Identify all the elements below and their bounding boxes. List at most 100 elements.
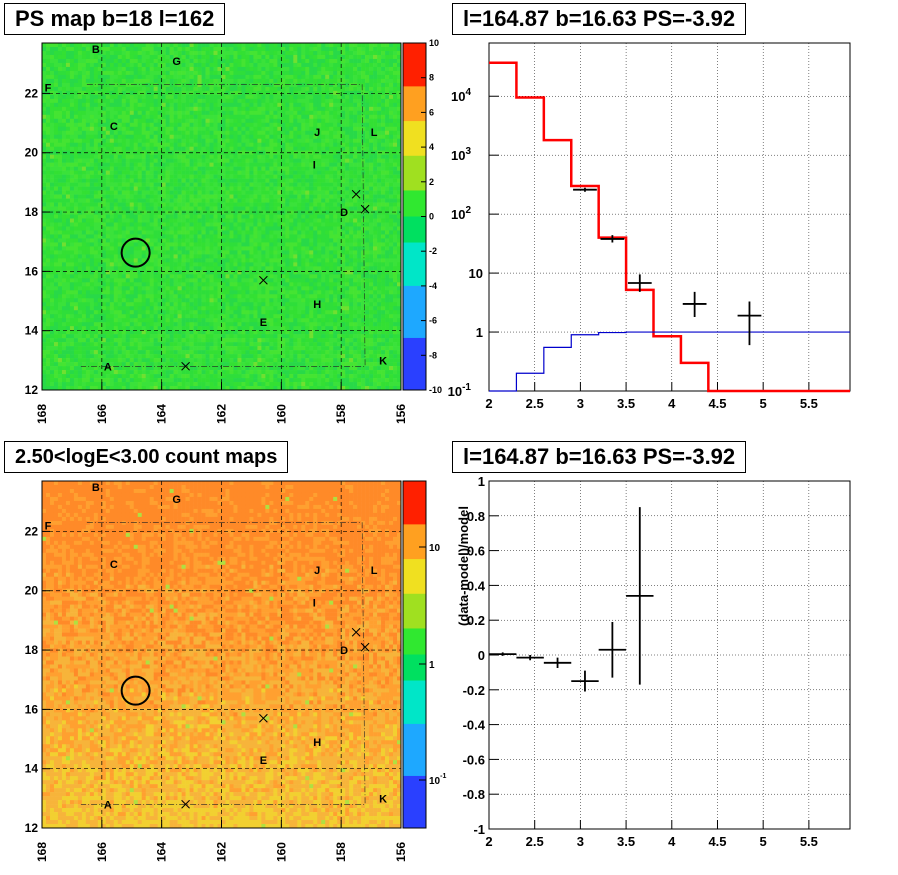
ps-map-cell <box>133 110 139 116</box>
ps-map-cell <box>77 314 83 319</box>
ps-map-cell <box>197 58 202 64</box>
ps-map-cell <box>265 278 270 283</box>
ps-map-cell <box>205 330 210 335</box>
ps-map-cell <box>133 234 139 239</box>
ps-map-cell <box>89 174 95 179</box>
ps-map-cell <box>241 130 246 136</box>
ps-map-cell <box>133 174 139 179</box>
ps-map-cell <box>233 54 238 60</box>
ps-map-cell <box>157 210 162 215</box>
ps-map-cell <box>137 302 143 307</box>
ps-map-cell <box>113 78 119 84</box>
ps-map-cell <box>221 198 226 203</box>
ps-map-cell <box>193 194 198 199</box>
ps-map-cell <box>189 342 194 347</box>
ps-map-cell <box>157 278 162 283</box>
ps-map-cell <box>93 90 99 96</box>
ps-map-cell <box>85 386 91 391</box>
ps-map-cell <box>229 222 234 227</box>
ps-map-cell <box>53 370 59 375</box>
ps-map-cell <box>93 166 99 171</box>
ps-map-cell <box>189 334 194 339</box>
ps-map-cell <box>149 270 154 275</box>
ps-map-cell <box>193 374 198 379</box>
ps-map-cell <box>241 234 246 239</box>
ps-map-cell <box>205 266 210 271</box>
ps-map-cell <box>177 382 182 387</box>
ps-map-cell <box>217 354 222 359</box>
ps-map-cell <box>225 322 230 327</box>
ps-map-cell <box>65 202 71 207</box>
ps-map-cell <box>165 166 170 171</box>
ps-map-cell <box>229 346 234 351</box>
ps-map-cell <box>141 242 147 247</box>
ps-map-cell <box>245 378 250 383</box>
ps-map-cell <box>149 310 154 315</box>
ps-map-cell <box>81 306 87 311</box>
ps-map-cell <box>137 378 143 383</box>
ps-map-cell <box>141 90 147 96</box>
ps-map-cell <box>185 238 190 243</box>
ps-map-cell <box>225 294 230 299</box>
ps-map-cell <box>129 90 135 96</box>
ps-map-cell <box>157 122 162 128</box>
ps-map-cell <box>109 342 115 347</box>
ps-map-cell <box>249 298 254 303</box>
ps-map-cell <box>61 230 67 235</box>
ps-map-cell <box>113 358 119 363</box>
ps-map-cell <box>173 134 178 140</box>
ps-map-cell <box>42 346 47 351</box>
ps-map-cell <box>161 386 166 391</box>
ps-map-cell <box>109 66 115 72</box>
ps-map-cell <box>177 282 182 287</box>
ps-map-cell <box>201 290 206 295</box>
ps-map-cell <box>113 226 119 231</box>
ps-map-cell <box>109 278 115 283</box>
ps-map-cell <box>57 306 63 311</box>
ps-map-cell <box>249 114 254 120</box>
ps-map-cell <box>65 78 71 84</box>
ps-map-cell <box>265 226 270 231</box>
ps-map-cell <box>53 330 59 335</box>
ps-map-cell <box>185 86 190 92</box>
ps-map-cell <box>177 262 182 267</box>
ps-map-cell <box>221 158 226 163</box>
ps-map-cell <box>117 210 123 215</box>
ps-map-cell <box>53 230 59 235</box>
ps-map-cell <box>77 78 83 84</box>
ps-map-cell <box>81 286 87 291</box>
ps-map-cell <box>109 102 115 108</box>
ps-map-cell <box>121 210 127 215</box>
ps-map-cell <box>93 74 99 80</box>
ps-map-cell <box>221 374 226 379</box>
ps-map-cell <box>85 222 91 227</box>
ps-map-cell <box>42 166 47 171</box>
ps-map-cell <box>42 58 47 64</box>
ps-map-cell <box>125 186 131 191</box>
ps-map-cell <box>105 90 111 96</box>
ps-map-cell <box>169 210 174 215</box>
ps-map-cell <box>153 326 158 331</box>
ps-map-cell <box>61 174 67 179</box>
ps-map-cell <box>133 358 139 363</box>
ps-map-cell <box>157 378 162 383</box>
ps-map-cell <box>117 258 123 263</box>
ps-map-cell <box>253 234 258 239</box>
ps-map-cell <box>197 314 202 319</box>
ps-map-cell <box>65 386 71 391</box>
ps-map-cell <box>257 298 262 303</box>
ps-map-cell <box>93 242 99 247</box>
ps-map-cell <box>125 122 131 128</box>
ps-map-cell <box>121 102 127 108</box>
ps-map-cell <box>109 70 115 76</box>
ps-map-cell <box>101 238 107 243</box>
ps-map-cell <box>265 286 270 291</box>
ps-map-cell <box>201 250 206 255</box>
ps-map-cell <box>101 334 107 339</box>
ps-map-cell <box>253 162 258 167</box>
ps-map-cell <box>213 386 218 391</box>
ps-map-cell <box>197 118 202 124</box>
ps-map-cell <box>193 250 198 255</box>
ps-map-cell <box>69 226 75 231</box>
ps-map-cell <box>42 94 47 100</box>
